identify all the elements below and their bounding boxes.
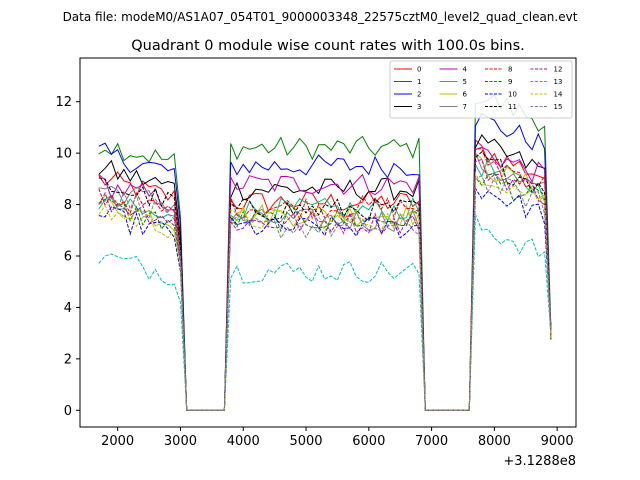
axes-layer: 2000 3000 4000 5000 6000 7000 8000 9000 +3.1288e… <box>55 57 577 469</box>
legend-label-11: 11 <box>508 103 517 111</box>
chart-title: Quadrant 0 module wise count rates with … <box>131 38 525 54</box>
series-line-11 <box>98 151 552 411</box>
x-tick-label: 6000 <box>352 434 385 449</box>
legend-label-2: 2 <box>417 91 421 99</box>
y-tick-label: 12 <box>55 95 72 110</box>
legend-label-9: 9 <box>508 78 512 86</box>
x-tick-label: 2000 <box>101 434 134 449</box>
legend-label-5: 5 <box>463 78 467 86</box>
legend-label-4: 4 <box>463 66 468 74</box>
axes-frame <box>79 57 577 428</box>
x-tick-label: 9000 <box>541 434 574 449</box>
y-tick-label: 10 <box>55 147 72 162</box>
legend-label-6: 6 <box>463 91 468 99</box>
x-tick-label: 3000 <box>164 434 197 449</box>
legend-label-8: 8 <box>508 66 512 74</box>
legend-label-12: 12 <box>554 66 563 74</box>
series-line-14 <box>98 171 552 411</box>
y-tick-label: 0 <box>64 404 72 419</box>
legend-label-15: 15 <box>554 103 563 111</box>
legend-label-13: 13 <box>554 78 563 86</box>
legend-label-10: 10 <box>508 91 517 99</box>
series-line-13 <box>98 214 552 411</box>
legend-label-3: 3 <box>417 103 421 111</box>
x-tick-label: 8000 <box>478 434 511 449</box>
series-line-2 <box>98 112 552 411</box>
x-tick-label: 5000 <box>289 434 322 449</box>
x-tick-label: 4000 <box>227 434 260 449</box>
legend-label-0: 0 <box>417 66 421 74</box>
y-tick-label: 2 <box>64 352 72 367</box>
legend-box <box>389 60 573 119</box>
series-line-15 <box>98 175 552 411</box>
x-tick-label: 7000 <box>415 434 448 449</box>
y-tick-label: 4 <box>64 301 72 316</box>
y-tick-label: 6 <box>64 250 72 265</box>
legend-label-7: 7 <box>463 103 467 111</box>
legend-label-1: 1 <box>417 78 421 86</box>
figure-suptitle: Data file: modeM0/AS1A07_054T01_90000033… <box>63 10 578 24</box>
series-line-3 <box>98 133 552 411</box>
x-offset-label: +3.1288e8 <box>503 454 576 469</box>
legend-label-14: 14 <box>554 91 563 99</box>
plot-area <box>98 93 552 411</box>
y-tick-label: 8 <box>64 198 72 213</box>
